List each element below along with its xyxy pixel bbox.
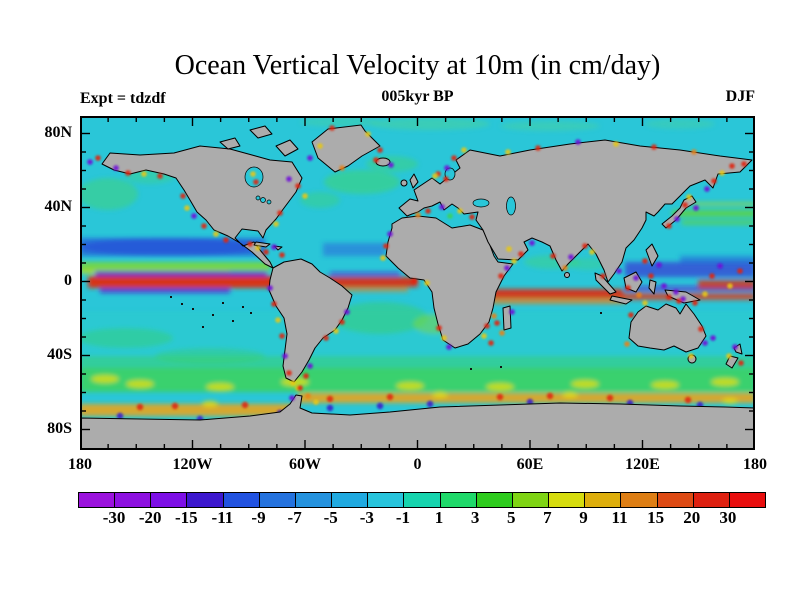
world-map-canvas	[80, 116, 755, 450]
season-label: DJF	[725, 88, 755, 105]
lon-tick-label: 60E	[516, 456, 544, 473]
great-lake	[255, 195, 261, 201]
landmass-madagascar	[502, 305, 512, 331]
colorbar-tick-label: 1	[434, 508, 444, 527]
hudson-bay	[244, 166, 264, 188]
landmass-sulawesi	[648, 279, 657, 295]
colorbar-tick-label: 15	[647, 508, 665, 527]
landmass-philippines	[645, 243, 659, 267]
landmass-south-america	[268, 258, 353, 383]
colorbar-segment	[367, 493, 404, 507]
time-label: 005kyr BP	[381, 88, 454, 105]
colorbar-segment	[439, 493, 476, 507]
colorbar-segment	[548, 493, 585, 507]
colorbar-segment	[692, 493, 729, 507]
landmass-ireland	[400, 179, 408, 187]
colorbar-tick-label: 11	[611, 508, 628, 527]
colorbar-tick-label: 30	[719, 508, 737, 527]
colorbar-segment	[331, 493, 368, 507]
colorbar-tick-label: -5	[323, 508, 338, 527]
lat-tick-label: 80N	[44, 123, 72, 141]
colorbar-segment	[186, 493, 223, 507]
colorbar-segment	[222, 493, 259, 507]
lat-tick-label: 0	[64, 271, 72, 289]
landmass-uk	[409, 173, 419, 189]
landmass-antarctica	[80, 394, 755, 450]
colorbar-segment	[79, 493, 115, 507]
great-lake	[266, 199, 272, 205]
colorbar-tick-labels: -30 -20 -15 -11 -9 -7 -5 -3 -1 1 3 5 7 9 11 15 20 30	[78, 508, 764, 530]
colorbar-tick-label: -1	[395, 508, 411, 527]
colorbar-segment	[258, 493, 295, 507]
colorbar-tick-label: -7	[287, 508, 302, 527]
landmass-africa	[385, 215, 514, 349]
lat-tick-label: 80S	[47, 419, 72, 437]
landmass-eurasia	[398, 139, 753, 283]
colorbar-tick-label: -30	[102, 508, 126, 527]
landmass-java	[609, 295, 633, 305]
colorbar-tick-label: 9	[579, 508, 588, 527]
colorbar-segment	[511, 493, 549, 507]
lon-tick-label: 180	[68, 456, 92, 473]
colorbar-segment	[584, 493, 621, 507]
lat-tick-label: 40S	[47, 345, 72, 363]
colorbar-tick-label: 3	[470, 508, 480, 527]
colorbar-tick-label: 20	[683, 508, 701, 527]
coastal-hotspots	[87, 125, 747, 405]
colorbar	[78, 492, 766, 508]
colorbar-tick-label: -11	[211, 508, 234, 527]
caspian-sea	[506, 196, 516, 216]
landmass-greenland	[311, 124, 381, 173]
colorbar-tick-label: -9	[251, 508, 266, 527]
colorbar-segment	[294, 493, 332, 507]
colorbar-tick-label: -20	[138, 508, 162, 527]
colorbar-segment	[656, 493, 693, 507]
lon-tick-label: 120W	[172, 456, 213, 473]
lon-tick-label: 60W	[289, 456, 321, 473]
great-lake	[260, 197, 266, 203]
colorbar-tick-label: -15	[174, 508, 198, 527]
black-sea	[472, 198, 490, 208]
landmass-cuba	[253, 241, 271, 248]
colorbar-segment	[403, 493, 440, 507]
lat-tick-label: 40N	[44, 197, 72, 215]
lon-tick-label: 0	[413, 456, 422, 473]
landmass-sri-lanka	[564, 272, 570, 278]
lon-tick-label: 120E	[625, 456, 660, 473]
colorbar-segment	[150, 493, 187, 507]
colorbar-tick-label: 7	[543, 508, 552, 527]
map-frame	[80, 116, 755, 450]
landmass-arctic-islands	[219, 125, 299, 157]
landmass-australia	[628, 303, 707, 353]
island-dots	[170, 296, 602, 370]
world-map	[80, 116, 755, 450]
colorbar-tick-label: -3	[359, 508, 374, 527]
landmass-new-zealand	[725, 343, 743, 369]
colorbar-segment	[114, 493, 151, 507]
page-title: Ocean Vertical Velocity at 10m (in cm/da…	[174, 50, 661, 81]
colorbar-segment	[620, 493, 657, 507]
colorbar-segment	[728, 493, 765, 507]
lon-tick-label: 180	[743, 456, 767, 473]
land-masses	[80, 124, 755, 450]
experiment-label: Expt = tdzdf	[80, 90, 166, 107]
colorbar-segment	[475, 493, 512, 507]
colorbar-tick-label: 5	[507, 508, 516, 527]
